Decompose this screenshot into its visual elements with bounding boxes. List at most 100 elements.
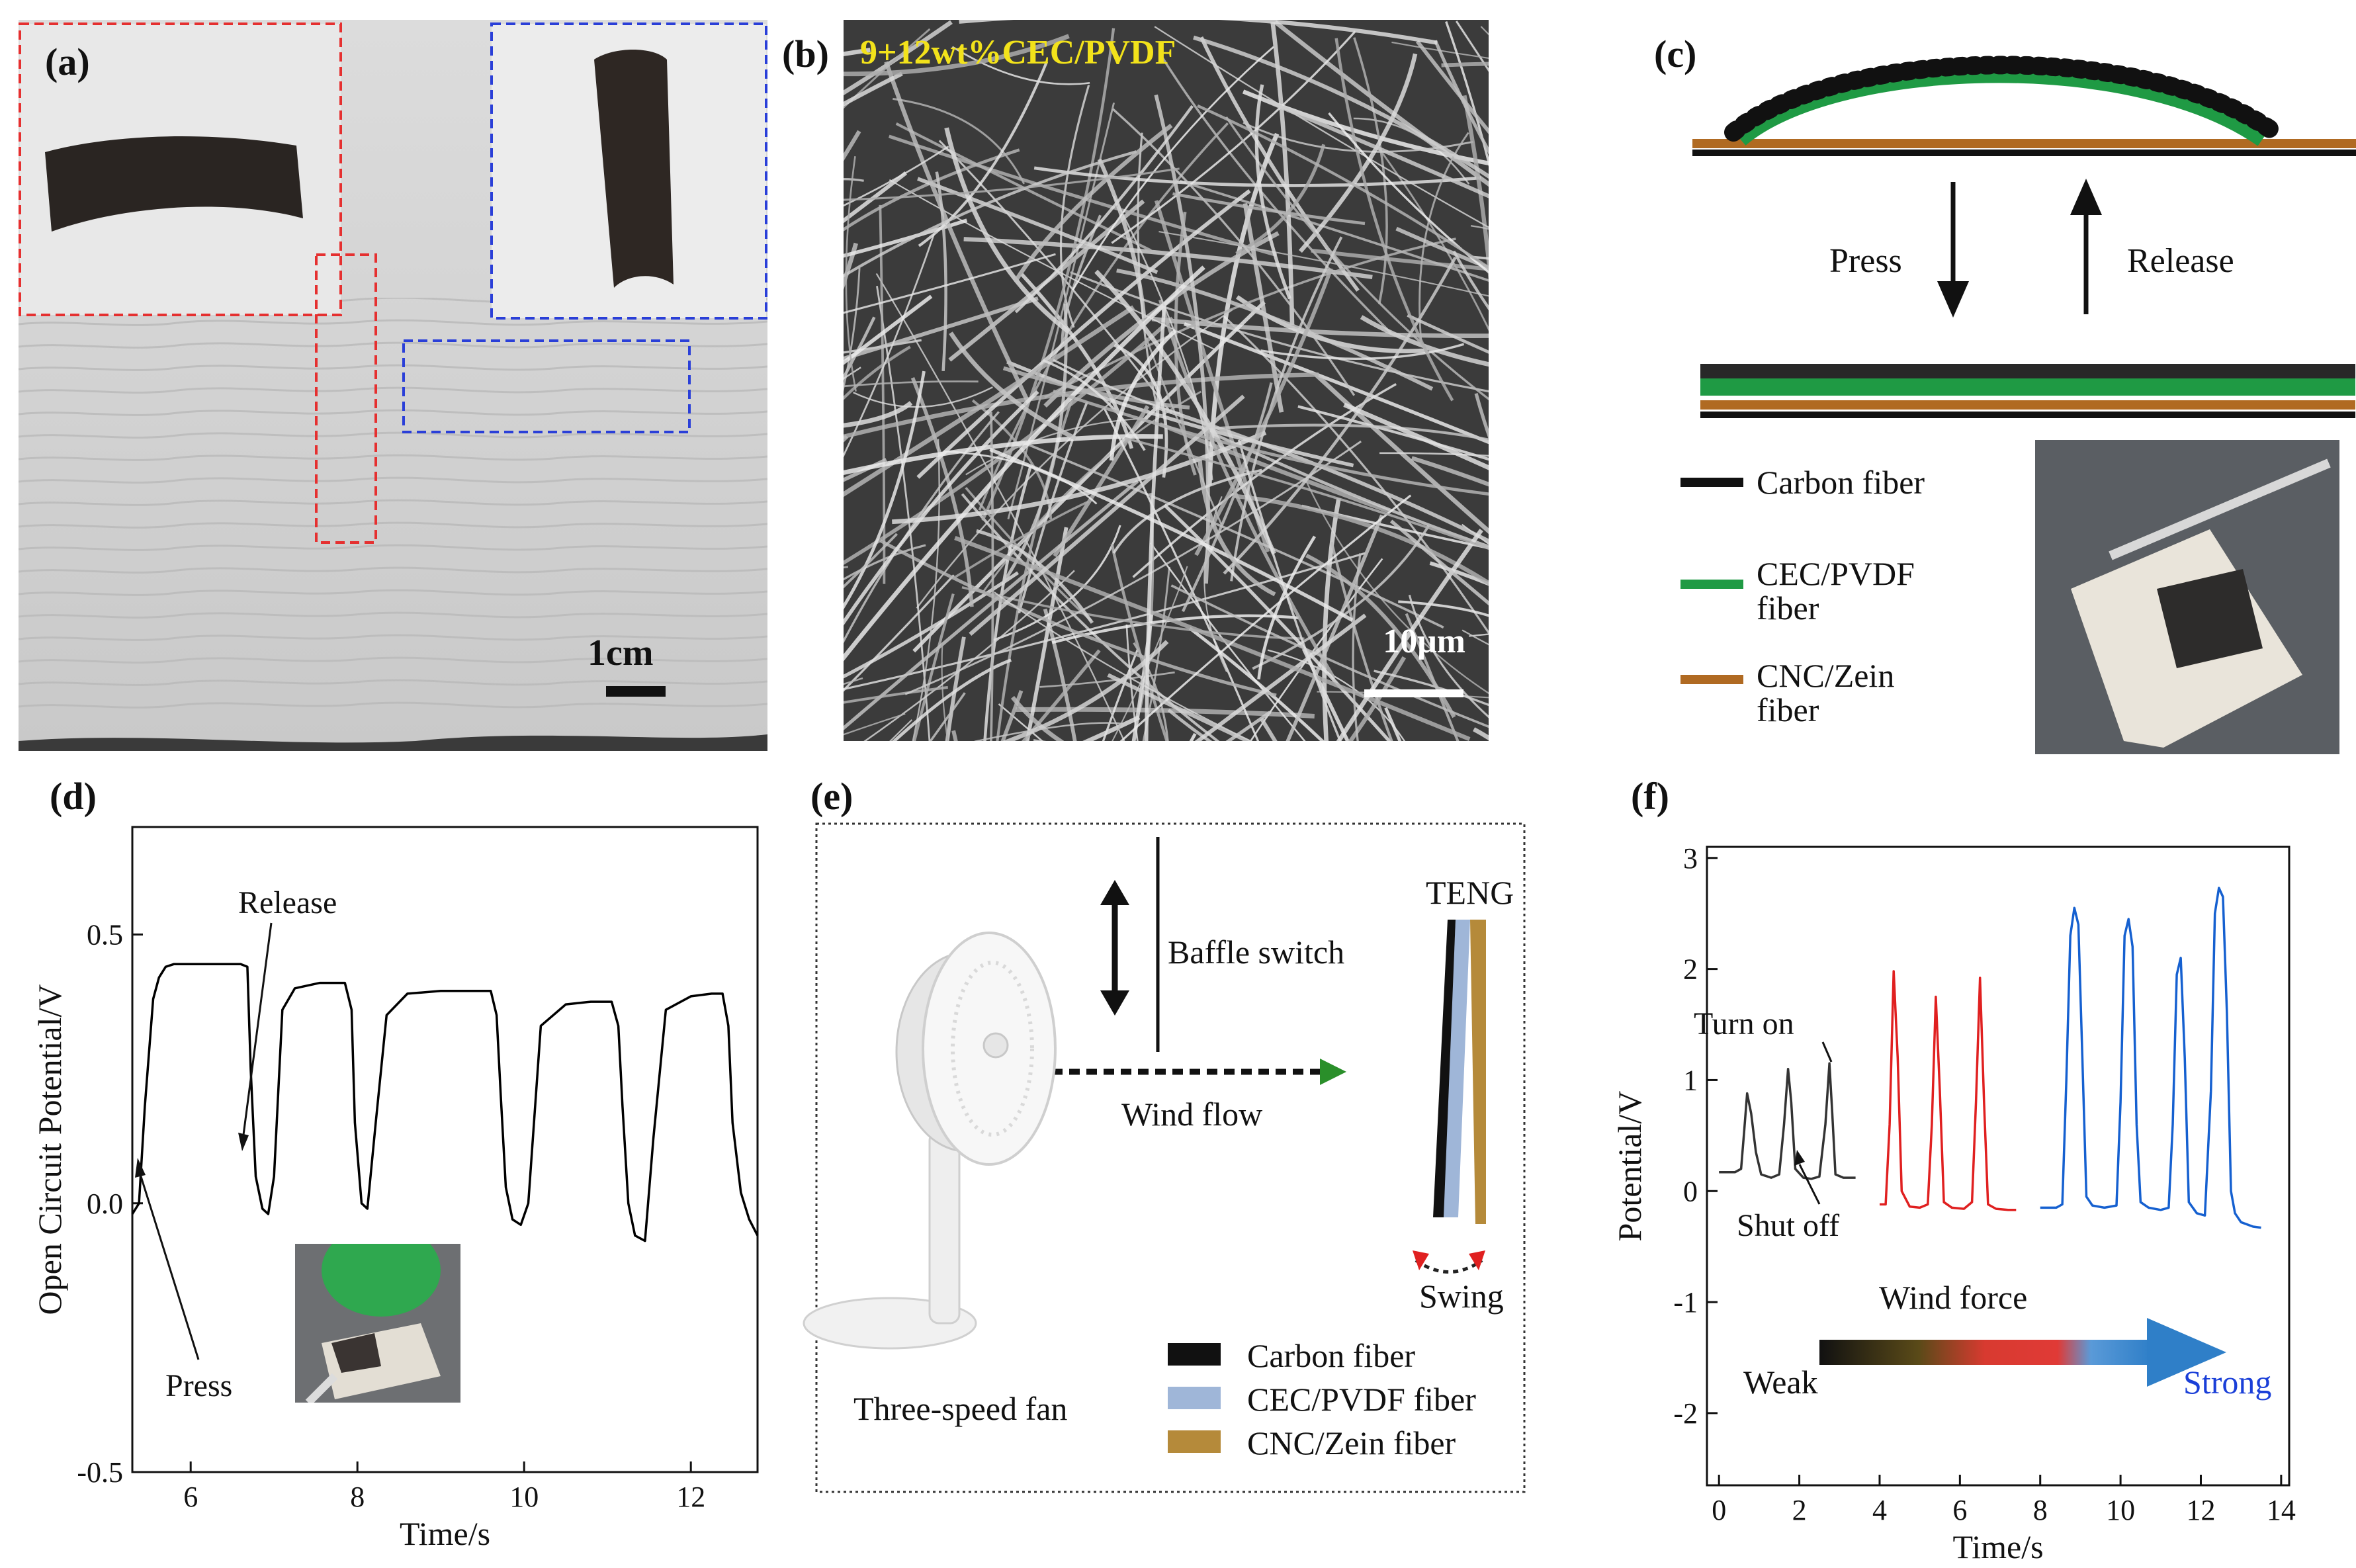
strong-label: Strong xyxy=(2183,1364,2272,1401)
x-axis-label: Time/s xyxy=(400,1515,490,1552)
sem-fiber xyxy=(904,440,1362,695)
swing-arrow xyxy=(1413,1250,1485,1274)
sem-fiber xyxy=(944,127,1070,334)
sem-fiber xyxy=(1260,343,1465,360)
red-dashed-region xyxy=(315,253,377,544)
sem-fiber xyxy=(1237,439,1342,741)
sem-fiber xyxy=(1197,104,1489,269)
sem-fiber xyxy=(845,155,857,392)
y-tick-label: 0 xyxy=(1683,1175,1698,1207)
release-arrow xyxy=(2070,179,2102,314)
sem-fiber xyxy=(844,434,1163,475)
sem-fiber xyxy=(844,316,1174,565)
sem-fiber xyxy=(844,566,849,569)
sem-fiber xyxy=(1379,452,1489,457)
legend-swatch-cec-c xyxy=(1680,580,1743,589)
pressed-device xyxy=(1700,364,2355,418)
sem-fiber xyxy=(1389,519,1489,605)
sem-fiber xyxy=(1107,673,1252,741)
sem-fiber xyxy=(844,267,861,392)
legend-swatch-carbon-e xyxy=(1168,1343,1221,1366)
panel-e-label: (e) xyxy=(810,775,853,818)
x-tick-label: 14 xyxy=(2267,1494,2296,1526)
turn-on-label: Turn on xyxy=(1694,1006,1794,1041)
sem-fiber xyxy=(969,394,1245,636)
chart-d: 6 8 10 12 -0.5 0.0 0.5 Time/s Open Circuit Poten… xyxy=(31,826,759,1552)
x-tick-label: 12 xyxy=(676,1481,705,1513)
release-arrowhead xyxy=(238,1133,249,1151)
arched-device xyxy=(1692,56,2356,156)
y-axis-label: Potential/V xyxy=(1611,1091,1648,1242)
sem-fiber xyxy=(1119,494,1412,741)
legend-swatch-cnc-e xyxy=(1168,1430,1221,1453)
sem-fiber xyxy=(1010,695,1065,741)
sem-fiber xyxy=(989,447,1354,622)
sem-fiber xyxy=(954,535,1471,741)
sem-fiber xyxy=(1061,214,1102,344)
y-tick-label: 0.0 xyxy=(87,1188,123,1220)
sem-fiber xyxy=(876,286,931,741)
wind-force-label: Wind force xyxy=(1879,1279,2028,1316)
baffle-label: Baffle switch xyxy=(1168,934,1345,971)
x-axis-label: Time/s xyxy=(1952,1528,2043,1565)
sem-fiber xyxy=(1305,480,1489,695)
y-tick-label: 3 xyxy=(1683,842,1698,875)
sem-fiber xyxy=(844,411,1000,644)
sem-fiber xyxy=(1194,267,1333,556)
sem-fiber xyxy=(1002,303,1068,584)
sem-fiber xyxy=(1094,269,1276,555)
x-tick-label: 4 xyxy=(1872,1494,1887,1526)
legend-swatch-cnc-c xyxy=(1680,675,1743,684)
sem-fiber xyxy=(1131,611,1154,741)
sem-fiber xyxy=(1188,627,1325,741)
fan-label: Three-speed fan xyxy=(853,1390,1068,1427)
sem-fiber xyxy=(1124,437,1489,550)
sem-fiber xyxy=(844,533,898,589)
sem-fiber xyxy=(1183,322,1489,445)
sem-fiber xyxy=(888,134,1278,257)
sem-fiber xyxy=(1110,544,1168,741)
sem-fiber xyxy=(844,685,948,704)
sem-fiber xyxy=(844,253,1056,314)
sem-fiber xyxy=(953,500,1089,579)
setup-frame xyxy=(815,822,1526,1493)
sem-fiber xyxy=(1270,21,1295,325)
sem-fiber xyxy=(1137,132,1158,408)
sem-fiber xyxy=(1405,613,1460,741)
x-tick-label: 10 xyxy=(509,1481,539,1513)
x-tick-label: 2 xyxy=(1792,1494,1807,1526)
sem-fiber xyxy=(1111,30,1356,244)
sem-fiber xyxy=(1257,535,1317,679)
sem-fiber xyxy=(910,377,974,607)
sem-fiber xyxy=(1051,614,1299,644)
press-label: Press xyxy=(1829,242,1902,280)
y-tick-label: 0.5 xyxy=(87,919,123,951)
scale-bar-b-label: 10μm xyxy=(1383,623,1465,660)
sem-fiber xyxy=(1411,456,1489,487)
sem-fiber xyxy=(1125,624,1139,741)
sem-fiber xyxy=(1154,200,1270,552)
sem-fiber xyxy=(884,61,1030,404)
sem-fiber xyxy=(935,171,947,372)
wind-force-gradient-arrow xyxy=(1819,1318,2226,1387)
sem-fiber xyxy=(844,178,864,182)
sem-fiber xyxy=(1343,402,1489,470)
sem-fiber xyxy=(1163,503,1392,741)
shut-off-arrowhead xyxy=(1794,1150,1805,1166)
sem-fiber xyxy=(1455,21,1489,72)
sem-fiber xyxy=(1462,95,1489,283)
shut-off-label: Shut off xyxy=(1737,1208,1840,1243)
sem-fiber xyxy=(844,146,949,207)
sem-fiber xyxy=(1334,38,1454,402)
sem-fiber xyxy=(965,418,1138,476)
sem-fiber xyxy=(1415,40,1489,134)
press-annotation-arrow xyxy=(139,1174,200,1360)
legend-cec-c: CEC/PVDF xyxy=(1757,555,1915,592)
scale-bar-a-label: 1cm xyxy=(588,632,654,674)
sem-fiber xyxy=(1286,514,1384,741)
panel-d-label: (d) xyxy=(50,775,97,818)
legend-swatch-cec-e xyxy=(1168,1387,1221,1409)
sem-fiber xyxy=(1021,649,1101,741)
sem-fiber xyxy=(1109,329,1177,461)
x-tick-label: 8 xyxy=(350,1481,365,1513)
